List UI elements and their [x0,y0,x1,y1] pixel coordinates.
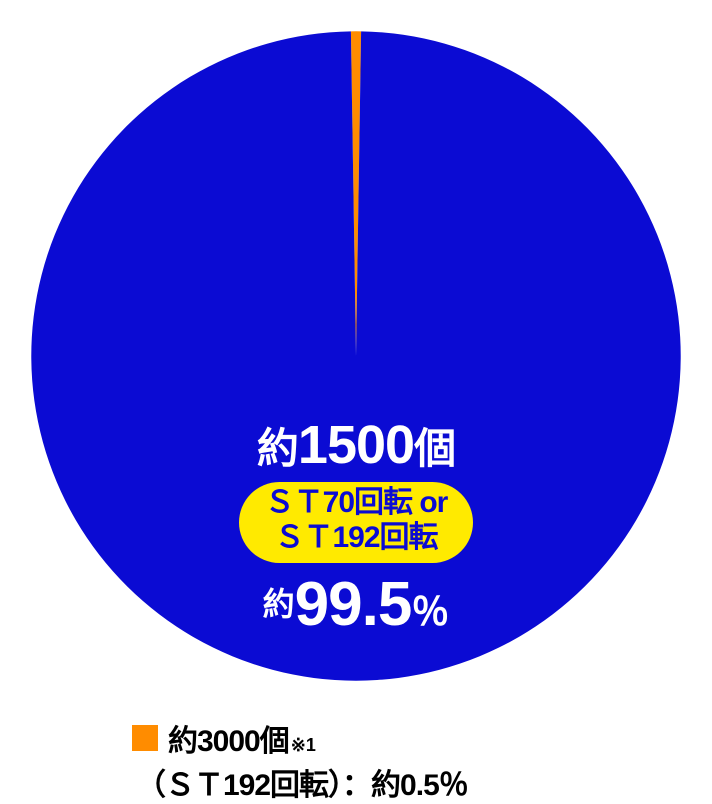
legend: 約3000個 ※1 （ＳＴ192回転）：約0.5％ [132,716,468,804]
pie-title-number: 1500 [298,415,414,475]
pie-percent-symbol: ％ [411,592,449,634]
pie-percent: 約99.5％ [56,569,656,640]
pie-percent-prefix: 約 [263,586,295,622]
chart-container: 約1500個 ＳＴ70回転 or ＳＴ192回転 約99.5％ 約3000個 ※… [0,0,712,796]
legend-row-1: 約3000個 ※1 [132,716,468,760]
pie-title-prefix: 約 [257,425,298,472]
pie-title: 約1500個 [56,414,656,476]
legend-line1-main: 約3000個 [168,716,289,760]
pie-pill-line1: ＳＴ70回転 or [265,486,448,521]
legend-swatch-icon [132,725,158,751]
legend-line1-sup: ※1 [291,735,316,756]
pie-pill: ＳＴ70回転 or ＳＴ192回転 [239,482,474,563]
legend-line2: （ＳＴ192回転）：約0.5％ [136,760,468,804]
pie-percent-number: 99.5 [295,570,412,639]
pie-title-suffix: 個 [414,425,455,472]
pie-pill-line2: ＳＴ192回転 [265,521,448,556]
pie-center-overlay: 約1500個 ＳＴ70回転 or ＳＴ192回転 約99.5％ [56,414,656,640]
